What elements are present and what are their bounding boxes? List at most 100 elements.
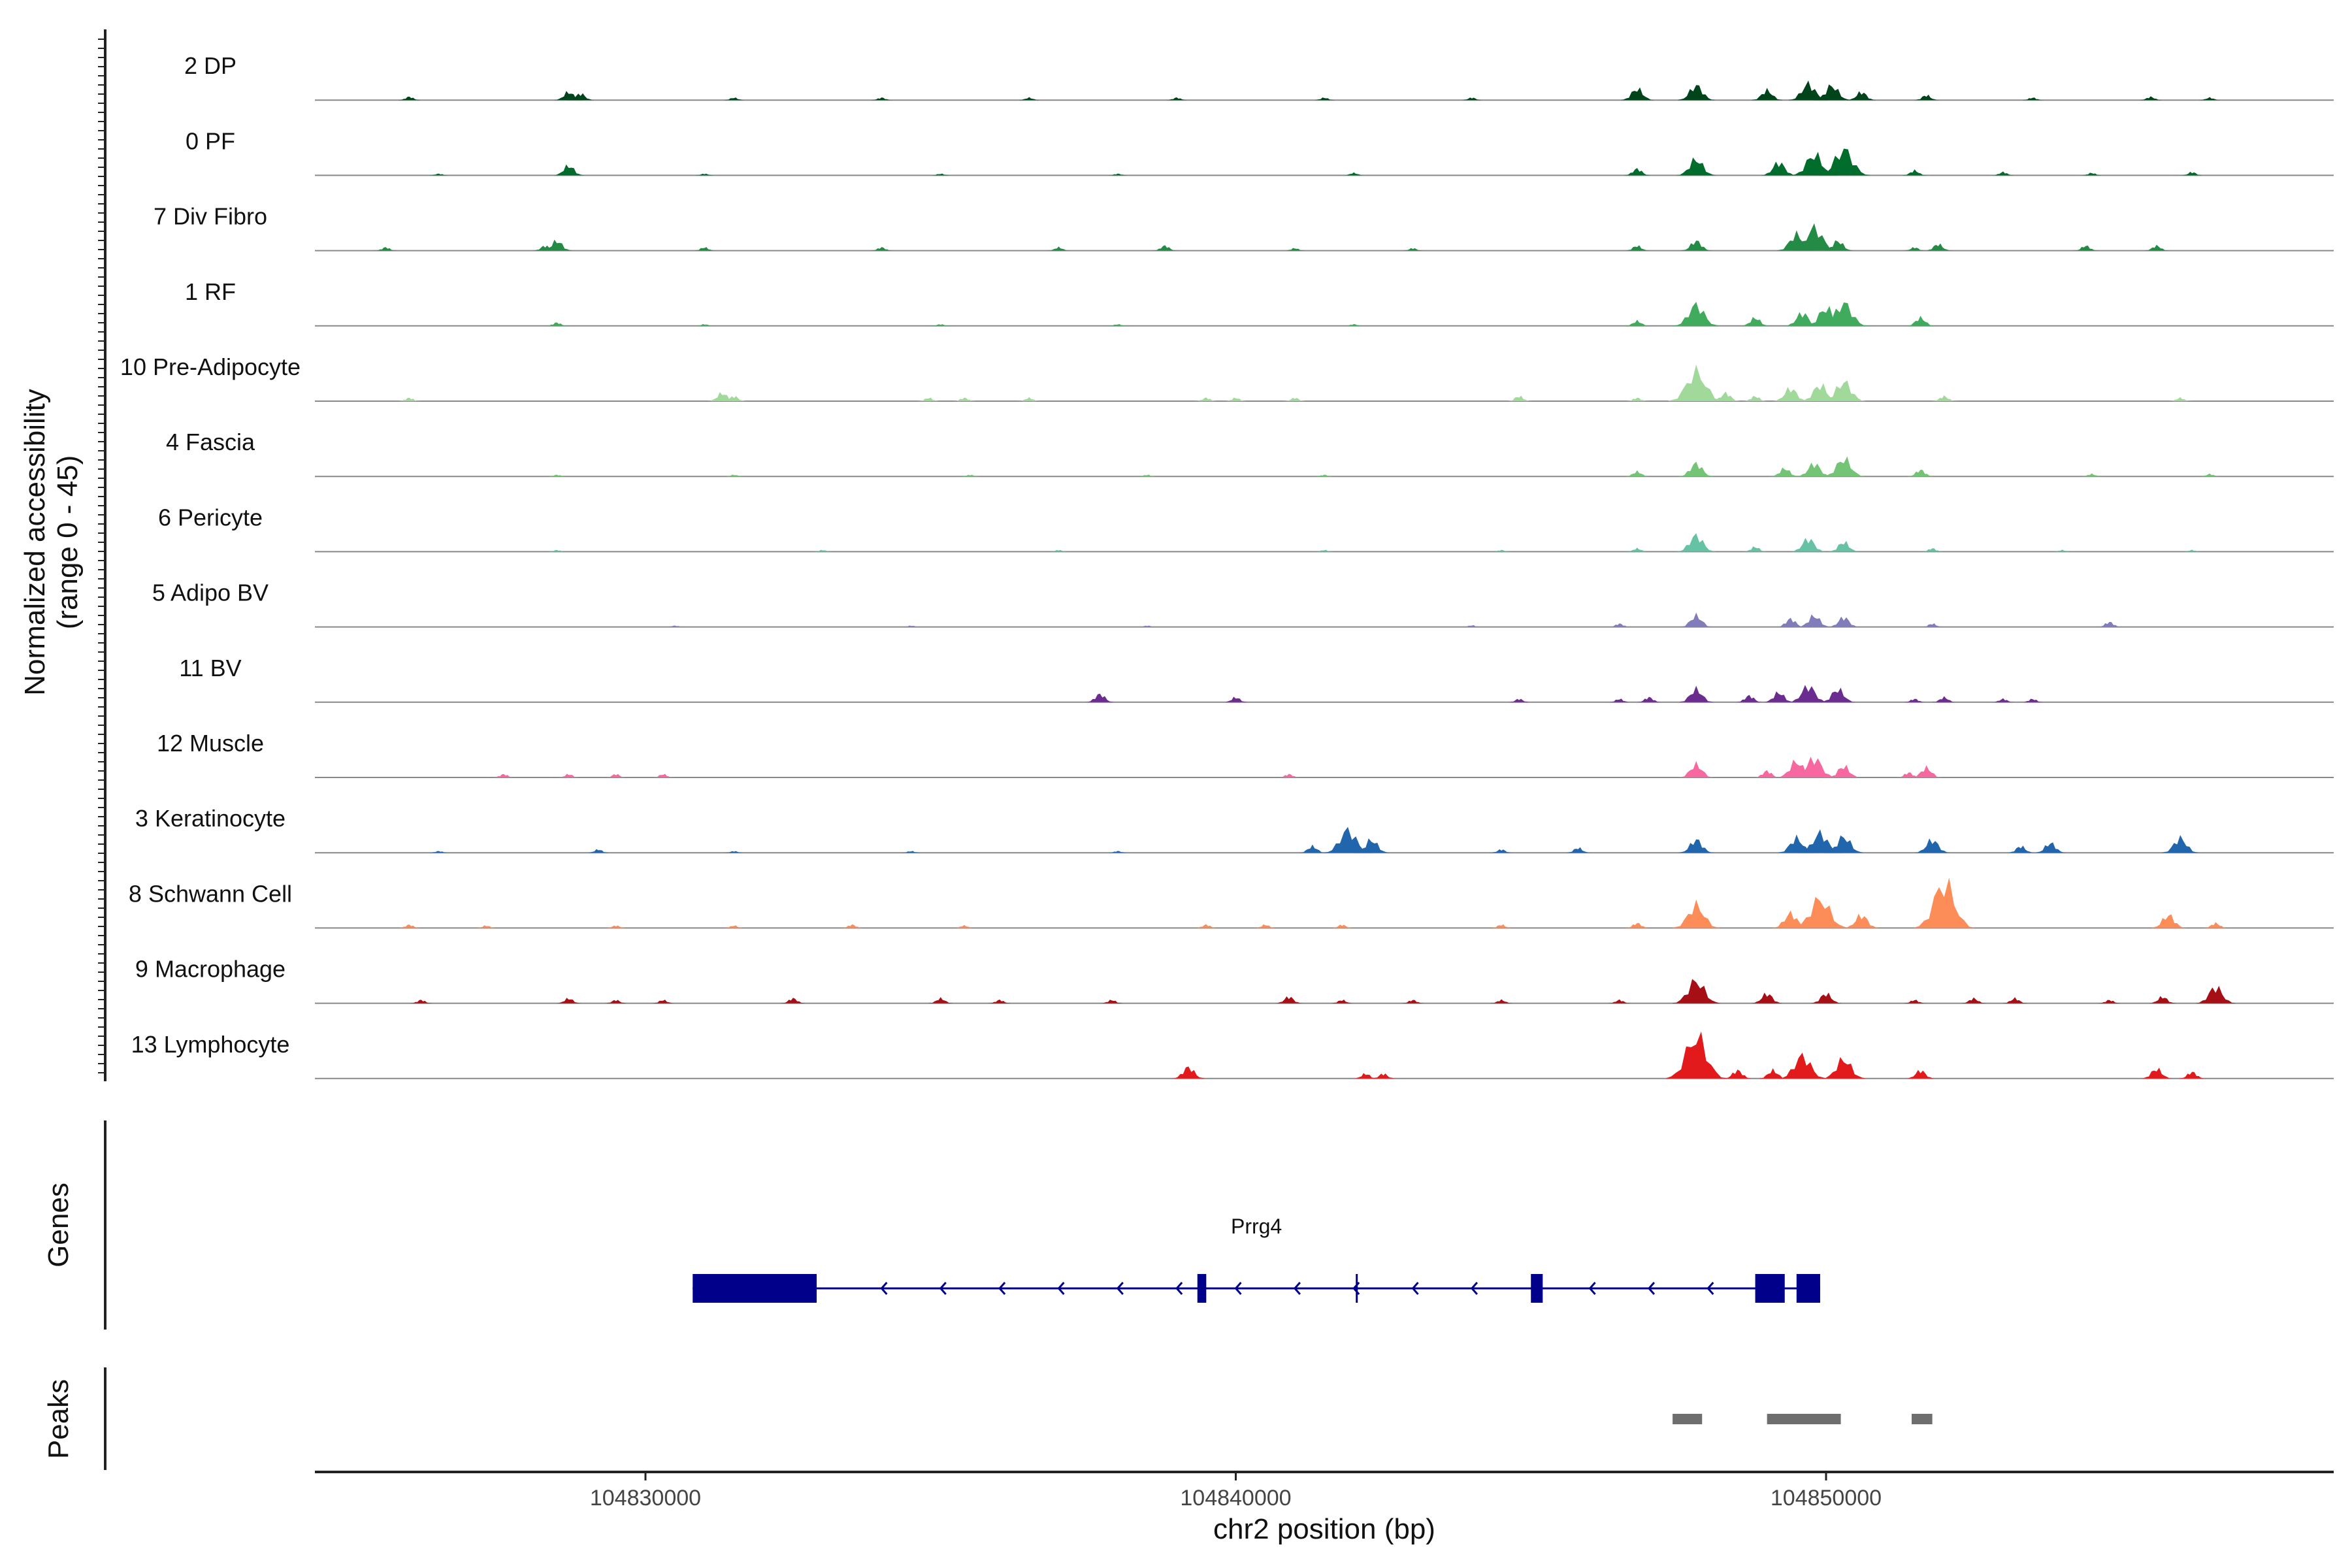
coverage-peak [900, 851, 922, 853]
coverage-peak [1137, 625, 1158, 627]
coverage-peak [1047, 246, 1070, 251]
track-label: 5 Adipo BV [152, 580, 269, 606]
coverage-peak [2007, 845, 2034, 853]
coverage-peak [1914, 94, 1939, 101]
strand-arrow [1116, 1282, 1124, 1295]
coverage-peak [398, 397, 421, 401]
coverage-peak [1620, 87, 1654, 101]
coverage-peak [2198, 97, 2221, 101]
coverage-peak [901, 625, 921, 627]
coverage-peak [1195, 397, 1218, 401]
coverage-peak [1906, 316, 1935, 326]
coverage-peak [556, 998, 581, 1004]
coverage-peak [1166, 97, 1188, 101]
coverage-peak [429, 173, 449, 176]
coverage-peak [1625, 547, 1649, 552]
coverage-peak [1625, 319, 1650, 326]
x-axis-ticks: 104830000 104840000 104850000 [590, 1472, 1882, 1511]
peak-region [1911, 1414, 1933, 1424]
peak-region [1673, 1414, 1703, 1424]
coverage-peak [1896, 772, 1921, 777]
coverage-peak [1772, 910, 1810, 928]
gene-exon [1197, 1274, 1207, 1303]
coverage-peak [2098, 1000, 2121, 1004]
coverage-peak [870, 247, 893, 251]
coverage-peak [1742, 396, 1768, 401]
track-7-div-fibro: 7 Div Fibro [154, 203, 2334, 252]
strand-arrow [1175, 1282, 1183, 1295]
coverage-peak [1371, 1073, 1396, 1079]
coverage-peak [1668, 364, 1725, 401]
strand-arrow [939, 1282, 947, 1295]
coverage-peak [1791, 538, 1826, 552]
coverage-peak [1507, 698, 1531, 702]
coverage-peak [2203, 922, 2229, 928]
track-label: 11 BV [179, 655, 241, 681]
coverage-peak [1490, 924, 1513, 928]
coverage-peak [1343, 172, 1365, 176]
peak-region [1767, 1414, 1841, 1424]
coverage-peak [1107, 173, 1128, 176]
coverage-peak [1828, 540, 1859, 552]
coverage-peak [553, 164, 585, 176]
coverage-peak [605, 925, 627, 928]
coverage-peak [1847, 91, 1876, 101]
track-5-adipo-bv: 5 Adipo BV [152, 580, 2334, 628]
coverage-peak [721, 396, 747, 401]
coverage-peak [1678, 839, 1714, 853]
coverage-peak [2097, 621, 2122, 627]
coverage-peak [2144, 244, 2169, 251]
coverage-peak [1910, 765, 1942, 777]
track-label: 7 Div Fibro [154, 203, 267, 230]
coverage-peak [1402, 248, 1424, 251]
track-label: 10 Pre-Adipocyte [120, 353, 301, 380]
coverage-peak [1085, 693, 1115, 702]
coverage-peak [1624, 168, 1651, 176]
coverage-peak [1772, 387, 1808, 401]
coverage-peak [930, 173, 951, 176]
coverage-peak [1792, 757, 1837, 777]
coverage-peak [1788, 685, 1828, 702]
coverage-peak [1018, 397, 1041, 401]
coverage-peak [1903, 247, 1926, 251]
coverage-peak [651, 774, 675, 777]
coverage-peak [1676, 157, 1716, 176]
coverage-tracks: 2 DP 0 PF 7 Div Fibro 1 RF 10 Pre-Adipocyte 4… [120, 52, 2334, 1079]
coverage-peak [1343, 324, 1364, 326]
gene-name-label: Prrg4 [1231, 1215, 1282, 1238]
coverage-peak [475, 925, 497, 928]
track-13-lymphocyte: 13 Lymphocyte [131, 1031, 2334, 1079]
coverage-peak [723, 925, 745, 928]
y-axis-title-line2: (range 0 - 45) [52, 455, 84, 630]
coverage-peak [1742, 546, 1768, 552]
coverage-peak [398, 924, 421, 928]
strand-arrow [1293, 1282, 1301, 1295]
coverage-peak [1625, 245, 1650, 251]
coverage-peak [1314, 474, 1335, 477]
coverage-peak [693, 247, 716, 251]
coverage-peak [953, 397, 976, 401]
coverage-peak [1678, 461, 1714, 477]
coverage-peak [2161, 835, 2199, 853]
coverage-peak [1673, 302, 1720, 326]
coverage-peak [1788, 80, 1828, 101]
coverage-peak [1776, 617, 1805, 627]
coverage-peak [723, 474, 745, 477]
coverage-peak [1925, 243, 1952, 251]
gene-exon [1796, 1274, 1820, 1303]
coverage-peak [1797, 614, 1831, 627]
track-10-pre-adipocyte: 10 Pre-Adipocyte [120, 353, 2334, 402]
track-4-fascia: 4 Fascia [166, 429, 2334, 478]
coverage-peak [2198, 473, 2221, 477]
coverage-peak [988, 999, 1011, 1004]
coverage-peak [492, 774, 515, 777]
coverage-peak [1778, 834, 1816, 853]
coverage-peak [374, 247, 397, 251]
coverage-peak [1827, 764, 1861, 777]
coverage-peak [1401, 1000, 1424, 1004]
coverage-peak [1223, 696, 1249, 702]
coverage-peak [928, 997, 953, 1004]
coverage-peak [1625, 397, 1649, 401]
track-label: 9 Macrophage [135, 956, 286, 983]
gene-exon [1531, 1274, 1543, 1303]
